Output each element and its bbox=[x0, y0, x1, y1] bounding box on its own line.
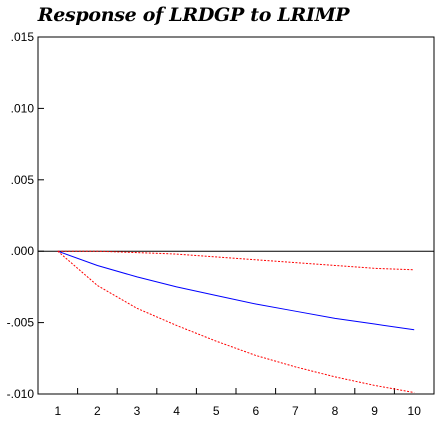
x-axis: 1 2 3 4 5 6 7 8 9 10 bbox=[54, 388, 421, 418]
x-tick-label: 6 bbox=[252, 404, 259, 418]
lower-band-line bbox=[57, 250, 415, 394]
x-tick-label: 2 bbox=[94, 404, 101, 418]
x-tick-label: 10 bbox=[408, 404, 422, 418]
y-tick-label: .015 bbox=[11, 30, 35, 44]
y-axis: -.010 -.005 .000 .005 .010 .015 bbox=[7, 30, 44, 401]
upper-band-line bbox=[57, 250, 415, 271]
x-tick-label: 8 bbox=[332, 404, 339, 418]
y-tick-label: .005 bbox=[11, 173, 35, 187]
x-tick-label: 7 bbox=[292, 404, 299, 418]
y-tick-label: -.010 bbox=[7, 387, 35, 401]
y-tick-label: .010 bbox=[11, 101, 35, 115]
x-tick-label: 9 bbox=[371, 404, 378, 418]
y-tick-label: .000 bbox=[11, 244, 35, 258]
series-group bbox=[57, 250, 415, 394]
y-tick-label: -.005 bbox=[7, 316, 35, 330]
chart-title: Response of LRDGP to LRIMP bbox=[37, 4, 350, 26]
x-tick-label: 3 bbox=[134, 404, 141, 418]
x-tick-label: 1 bbox=[54, 404, 61, 418]
irf-line bbox=[57, 250, 415, 331]
x-tick-label: 4 bbox=[173, 404, 180, 418]
x-tick-label: 5 bbox=[213, 404, 220, 418]
plot-frame bbox=[37, 36, 435, 395]
